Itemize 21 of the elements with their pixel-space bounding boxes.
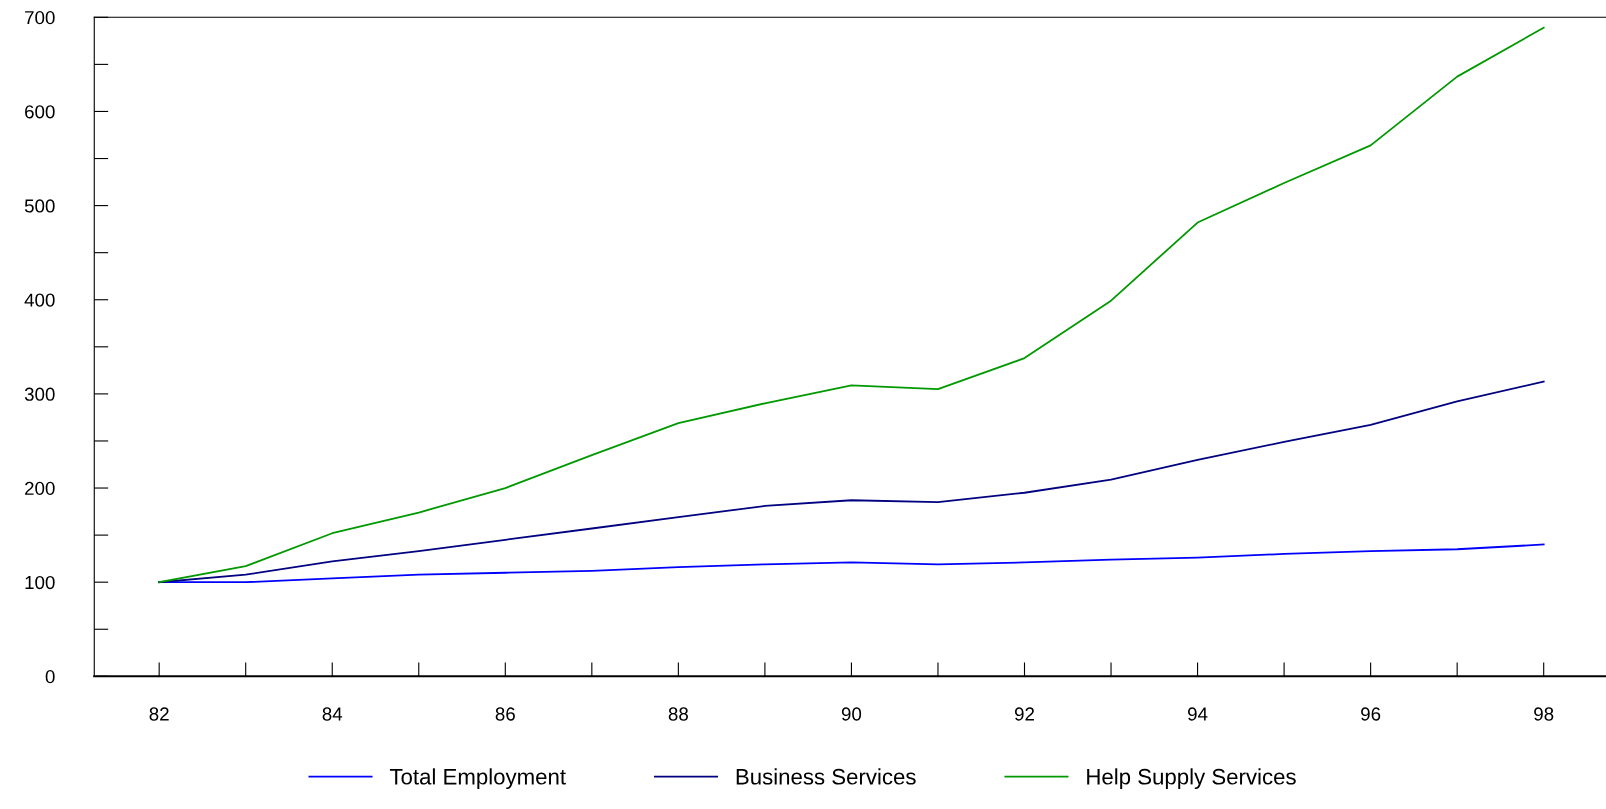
x-tick-label: 94: [1188, 707, 1208, 721]
y-tick-label: 200: [25, 481, 55, 496]
x-tick-label: 86: [495, 707, 515, 721]
y-tick-label: 100: [25, 575, 55, 590]
legend-label: Total Employment: [389, 768, 566, 789]
x-tick-label: 90: [841, 707, 862, 721]
y-tick-label: 400: [24, 293, 55, 307]
y-tick-label: 0: [45, 670, 55, 684]
x-tick-label: 82: [149, 707, 169, 721]
line-series: [158, 26, 1545, 584]
legend-label: Help Supply Services: [1087, 768, 1296, 789]
x-tick-label: 92: [1014, 707, 1034, 721]
y-tick-label: 700: [25, 11, 55, 25]
x-tick-label: 88: [668, 707, 688, 721]
y-tick-label: 300: [24, 387, 55, 401]
y-tick-label: 600: [25, 105, 55, 119]
y-tick-label: 500: [24, 199, 55, 213]
x-tick-label: 98: [1534, 707, 1554, 721]
legend-label: Business Services: [736, 768, 916, 785]
x-tick-label: 84: [322, 707, 343, 721]
x-tick-label: 96: [1361, 707, 1381, 721]
